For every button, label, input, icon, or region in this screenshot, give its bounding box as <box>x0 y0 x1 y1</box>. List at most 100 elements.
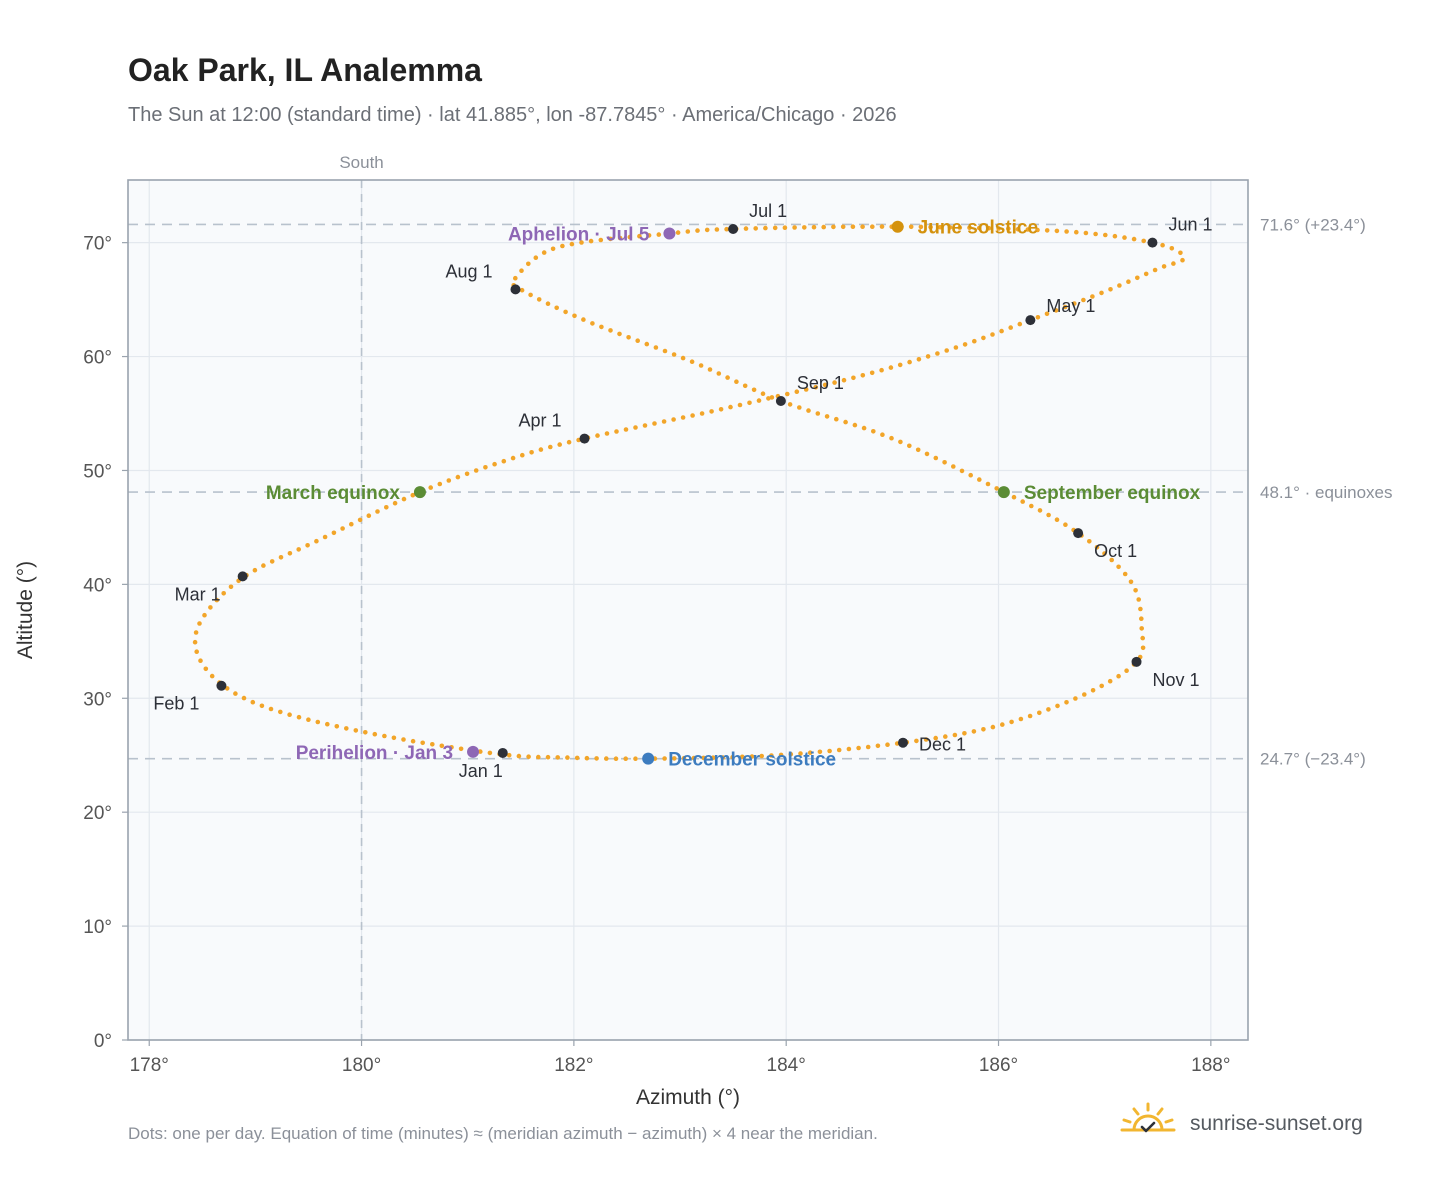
daily-sun-dot <box>439 743 445 749</box>
daily-sun-dot <box>617 235 623 241</box>
daily-sun-dot <box>967 225 972 231</box>
daily-sun-dot <box>707 367 713 372</box>
daily-sun-dot <box>269 559 275 564</box>
daily-sun-dot <box>536 297 542 302</box>
daily-sun-dot <box>613 756 619 761</box>
daily-sun-dot <box>334 724 340 729</box>
daily-sun-dot <box>1103 232 1108 238</box>
daily-sun-dot <box>588 238 594 244</box>
daily-sun-dot <box>1152 267 1158 273</box>
daily-sun-dot <box>968 472 973 478</box>
daily-sun-dot <box>483 465 488 470</box>
daily-sun-dot <box>724 226 729 232</box>
daily-sun-dot <box>430 742 435 747</box>
month-marker <box>1131 656 1142 667</box>
daily-sun-dot <box>590 321 595 326</box>
daily-sun-dot <box>545 301 551 307</box>
daily-sun-dot <box>834 416 839 422</box>
daily-sun-dot <box>908 224 914 230</box>
daily-sun-dot <box>627 234 633 240</box>
daily-sun-dot <box>595 433 600 438</box>
x-tick-label: 178° <box>130 1055 169 1076</box>
y-tick-label: 70° <box>83 234 112 255</box>
daily-sun-dot <box>832 380 837 385</box>
daily-sun-dot <box>516 753 522 759</box>
daily-sun-dot <box>1046 707 1051 712</box>
daily-sun-dot <box>671 417 676 422</box>
daily-sun-dot <box>943 734 948 739</box>
daily-sun-dot <box>372 731 378 737</box>
daily-sun-dot <box>259 703 265 709</box>
daily-sun-dot <box>1064 700 1069 705</box>
plot-frame <box>127 179 1249 1041</box>
daily-sun-dot <box>268 706 274 712</box>
daily-sun-dot <box>680 415 686 420</box>
daily-sun-dot <box>861 425 867 431</box>
daily-sun-dot <box>644 341 650 347</box>
x-tick-label: 184° <box>767 1055 806 1076</box>
daily-sun-dot <box>897 362 903 368</box>
daily-sun-dot <box>614 429 619 434</box>
daily-sun-dot <box>208 605 213 610</box>
daily-sun-dot <box>353 728 359 733</box>
daily-sun-dot <box>763 225 768 231</box>
event-label: March equinox <box>266 483 401 504</box>
daily-sun-dot <box>584 755 590 761</box>
daily-sun-dot <box>541 250 547 255</box>
daily-sun-dot <box>428 485 434 490</box>
daily-sun-dot <box>1037 710 1042 716</box>
daily-sun-dot <box>888 365 894 370</box>
daily-sun-dot <box>769 753 774 758</box>
daily-sun-dot <box>194 649 199 654</box>
daily-sun-dot <box>633 425 638 430</box>
daily-sun-dot <box>977 477 982 482</box>
daily-sun-dot <box>464 471 470 477</box>
daily-sun-dot <box>698 363 704 368</box>
altitude-reference-label: 48.1° · equinoxes <box>1260 483 1393 502</box>
daily-sun-dot <box>851 375 856 381</box>
daily-sun-dot <box>836 747 842 753</box>
daily-sun-dot <box>375 509 380 514</box>
daily-sun-dot <box>401 737 406 742</box>
daily-sun-dot <box>898 439 903 445</box>
daily-sun-dot <box>1169 246 1175 251</box>
daily-sun-dot <box>437 481 443 487</box>
daily-sun-dot <box>990 724 996 730</box>
month-label: Sep 1 <box>797 373 844 393</box>
daily-sun-dot <box>1140 645 1146 651</box>
daily-sun-dot <box>305 543 310 548</box>
daily-sun-dot <box>203 666 209 672</box>
daily-sun-dot <box>1087 539 1092 544</box>
daily-sun-dot <box>1008 325 1013 330</box>
daily-sun-dot <box>885 742 890 747</box>
daily-sun-dot <box>1054 228 1060 234</box>
daily-sun-dot <box>661 419 667 424</box>
daily-sun-dot <box>749 754 755 759</box>
daily-sun-dot <box>907 443 912 449</box>
daily-sun-dot <box>792 225 797 230</box>
daily-sun-dot <box>953 345 959 350</box>
daily-sun-dot <box>1064 229 1069 234</box>
daily-sun-dot <box>533 255 539 260</box>
daily-sun-dot <box>1000 722 1005 727</box>
daily-sun-dot <box>742 383 748 389</box>
daily-sun-dot <box>554 305 559 311</box>
daily-sun-dot <box>1139 626 1144 631</box>
daily-sun-dot <box>753 226 758 231</box>
daily-sun-dot <box>214 597 220 603</box>
daily-sun-dot <box>797 405 802 410</box>
daily-sun-dot <box>1055 703 1060 709</box>
daily-sun-dot <box>1017 321 1023 327</box>
daily-sun-dot <box>1128 579 1134 585</box>
daily-sun-dot <box>325 721 330 727</box>
daily-sun-dot <box>1112 233 1118 239</box>
event-marker <box>467 745 480 758</box>
month-label: Apr 1 <box>518 411 561 431</box>
daily-sun-dot <box>822 382 828 388</box>
daily-sun-dot <box>813 384 818 390</box>
daily-sun-dot <box>458 746 464 752</box>
daily-sun-dot <box>994 486 999 491</box>
daily-sun-dot <box>473 468 479 473</box>
daily-sun-dot <box>598 237 604 243</box>
